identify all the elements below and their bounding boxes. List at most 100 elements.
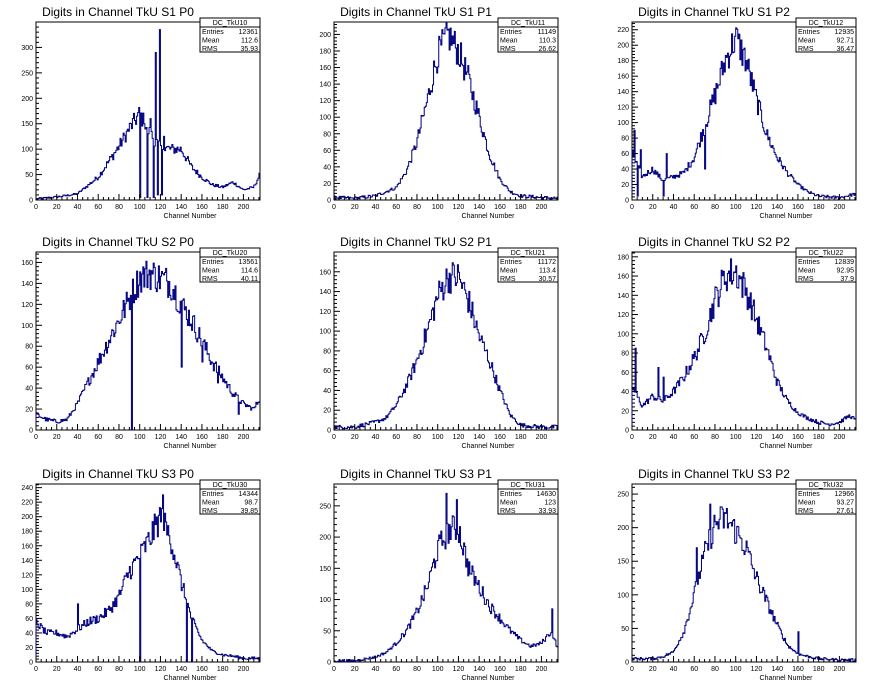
stats-box: DC_TkU30 Entries 14344 Mean 98.7 RMS 39.85: [199, 479, 261, 515]
plot-frame: [631, 483, 857, 663]
stats-label: Entries: [798, 491, 820, 498]
x-tick-label: 40: [372, 666, 380, 673]
stats-value: 40.11: [241, 276, 258, 283]
x-tick-label: 40: [372, 204, 380, 211]
y-tick-label: 60: [25, 616, 33, 623]
stats-name: DC_TkU11: [511, 20, 545, 27]
y-tick-label: 0: [625, 660, 629, 667]
stats-label: Entries: [798, 29, 820, 36]
y-tick-label: 100: [617, 331, 629, 338]
y-tick-label: 40: [621, 389, 629, 396]
x-tick-label: 200: [834, 666, 846, 673]
y-tick-label: 250: [617, 492, 629, 499]
y-tick-label: 80: [323, 348, 331, 355]
x-tick-label: 60: [94, 204, 102, 211]
x-tick-label: 0: [34, 666, 38, 673]
y-tick-label: 60: [323, 368, 331, 375]
x-tick-label: 100: [432, 434, 444, 441]
y-tick-label: 160: [319, 269, 331, 276]
x-tick-label: 160: [494, 204, 506, 211]
x-tick-label: 100: [134, 204, 146, 211]
plot-frame: [333, 251, 559, 431]
x-tick-label: 20: [351, 204, 359, 211]
stats-value: 27.61: [836, 508, 854, 515]
stats-label: Mean: [500, 268, 518, 275]
stats-label: Mean: [202, 500, 220, 507]
x-tick-label: 120: [155, 204, 167, 211]
y-tick-label: 40: [25, 630, 33, 637]
x-tick-label: 200: [536, 204, 548, 211]
y-tick-label: 100: [21, 587, 33, 594]
x-tick-label: 80: [711, 204, 719, 211]
x-tick-label: 100: [730, 434, 742, 441]
stats-name: DC_TkU21: [511, 250, 546, 257]
x-axis-label: Channel Number: [760, 443, 814, 450]
x-tick-label: 60: [690, 434, 698, 441]
stats-label: RMS: [500, 276, 516, 283]
x-tick-label: 140: [175, 204, 187, 211]
y-tick-label: 160: [617, 74, 629, 81]
x-tick-label: 40: [670, 666, 678, 673]
x-axis-label: Channel Number: [462, 675, 516, 682]
x-axis-label: Channel Number: [164, 443, 218, 450]
stats-name: DC_TkU31: [511, 482, 546, 489]
stats-value: 114.6: [241, 268, 258, 275]
stats-value: 14630: [537, 491, 557, 498]
stats-box: DC_TkU31 Entries 14630 Mean 123 RMS 33.93: [497, 479, 559, 515]
y-tick-label: 40: [323, 388, 331, 395]
x-tick-label: 0: [332, 204, 336, 211]
y-tick-label: 0: [29, 660, 33, 667]
y-tick-label: 150: [319, 566, 331, 573]
stats-label: Entries: [500, 29, 522, 36]
y-tick-label: 100: [617, 592, 629, 599]
x-tick-label: 40: [74, 434, 82, 441]
y-tick-label: 150: [617, 559, 629, 566]
stats-value: 93.27: [836, 500, 854, 507]
y-tick-label: 140: [617, 89, 629, 96]
histogram-line: [631, 503, 856, 662]
stats-label: Mean: [798, 38, 816, 45]
stats-value: 12966: [835, 491, 855, 498]
stats-label: Entries: [202, 29, 224, 36]
stats-box: DC_TkU12 Entries 12935 Mean 92.71 RMS 36.47: [795, 17, 857, 53]
x-tick-label: 40: [670, 434, 678, 441]
y-tick-label: 200: [21, 96, 33, 103]
x-tick-label: 180: [813, 204, 825, 211]
x-tick-label: 200: [238, 666, 250, 673]
stats-label: RMS: [202, 46, 218, 53]
stats-name: DC_TkU32: [809, 482, 844, 489]
y-tick-label: 120: [617, 312, 629, 319]
stats-label: Mean: [500, 500, 518, 507]
chart-title: Digits in Channel TkU S2 P1: [340, 235, 492, 249]
y-tick-label: 220: [617, 27, 629, 34]
y-tick-label: 100: [21, 323, 33, 330]
x-tick-label: 40: [670, 204, 678, 211]
x-tick-label: 180: [217, 666, 229, 673]
stats-box-frame: [497, 247, 559, 283]
x-axis-label: Channel Number: [462, 443, 516, 450]
y-tick-label: 140: [319, 82, 331, 89]
y-tick-label: 20: [25, 645, 33, 652]
y-tick-label: 0: [625, 198, 629, 205]
x-tick-label: 40: [74, 204, 82, 211]
y-tick-label: 120: [319, 98, 331, 105]
x-tick-label: 80: [711, 666, 719, 673]
x-tick-label: 160: [196, 434, 208, 441]
y-tick-label: 0: [327, 660, 331, 667]
y-tick-label: 160: [21, 260, 33, 267]
stats-value: 35.93: [240, 46, 258, 53]
y-tick-label: 50: [621, 626, 629, 633]
plot-frame: [35, 483, 261, 663]
histogram-panel-9: Digits in Channel TkU S3 P2 0 20 40 60 80 100 1…: [617, 467, 857, 682]
histogram-panel-8: Digits in Channel TkU S3 P1 0 20 40 60 80 100 1…: [319, 467, 559, 682]
x-tick-label: 180: [515, 434, 527, 441]
x-tick-label: 80: [115, 434, 123, 441]
x-tick-label: 60: [94, 666, 102, 673]
histogram-panel-6: Digits in Channel TkU S2 P2 0 20 40 60 80 100 1…: [617, 235, 857, 450]
stats-name: DC_TkU12: [809, 20, 844, 27]
stats-value: 30.57: [538, 276, 556, 283]
y-tick-label: 150: [21, 121, 33, 128]
histogram-line: [35, 260, 260, 431]
x-tick-label: 140: [771, 204, 783, 211]
